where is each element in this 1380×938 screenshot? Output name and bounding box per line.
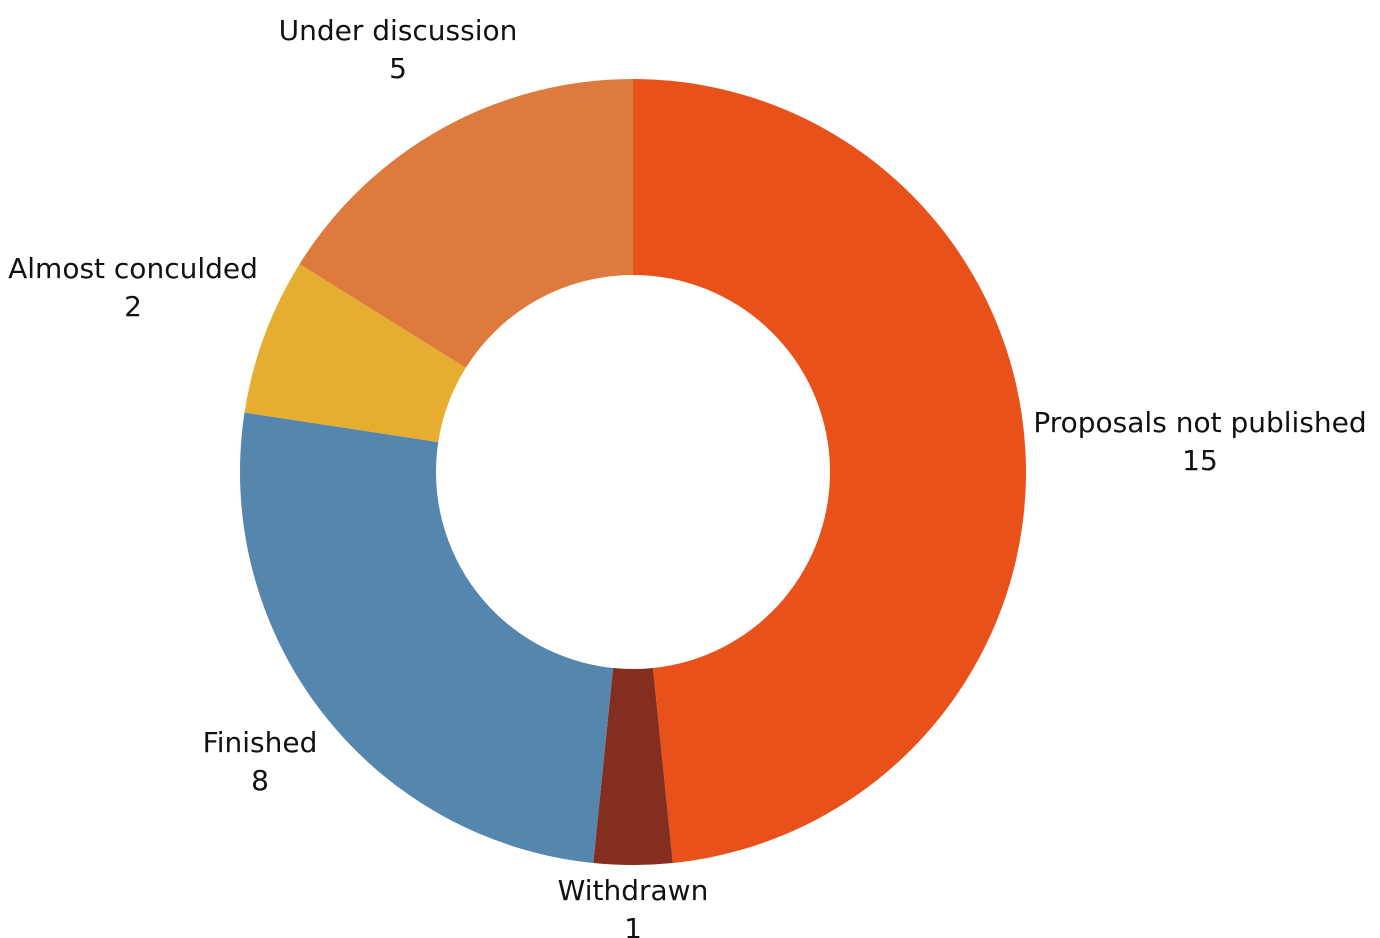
slice-finished <box>239 412 614 863</box>
slice-label-proposals-not-published: Proposals not published <box>1033 406 1366 439</box>
slice-label-under-discussion: Under discussion <box>279 14 518 47</box>
slice-withdrawn <box>593 667 673 865</box>
slice-value-almost-conculded: 2 <box>124 290 142 323</box>
slice-proposals-not-published <box>633 79 1026 863</box>
slice-value-withdrawn: 1 <box>624 912 642 938</box>
labels-group: Proposals not published 15 Withdrawn 1 Finis… <box>8 14 1367 938</box>
slices-group <box>239 79 1026 865</box>
slice-almost-conculded <box>244 264 466 443</box>
slice-value-proposals-not-published: 15 <box>1182 444 1218 477</box>
slice-label-finished: Finished <box>203 726 318 759</box>
slice-label-almost-conculded: Almost conculded <box>8 252 258 285</box>
slice-under-discussion <box>299 79 633 368</box>
slice-value-finished: 8 <box>251 764 269 797</box>
slice-label-withdrawn: Withdrawn <box>558 874 709 907</box>
slice-value-under-discussion: 5 <box>389 52 407 85</box>
